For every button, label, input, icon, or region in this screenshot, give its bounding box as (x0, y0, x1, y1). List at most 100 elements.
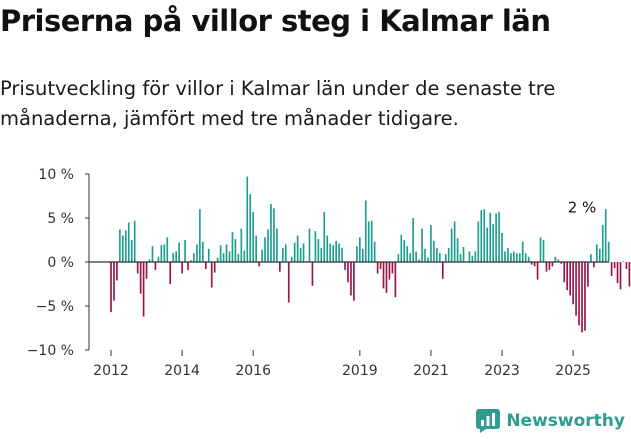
bar (133, 220, 136, 262)
bar-series (110, 176, 631, 333)
bar (412, 218, 414, 262)
bar (225, 244, 228, 262)
bar (477, 221, 480, 262)
bar (163, 244, 166, 262)
y-tick-label: 10 % (38, 167, 74, 183)
bar (264, 237, 266, 262)
bar (359, 237, 361, 262)
bar (151, 246, 154, 262)
bar (317, 239, 320, 262)
bar (403, 240, 406, 262)
bar (527, 256, 530, 262)
bar (625, 262, 628, 270)
bar (222, 253, 225, 262)
bar (276, 228, 278, 262)
bar (190, 260, 192, 262)
bar (590, 254, 592, 262)
bar (296, 235, 299, 262)
bar (400, 234, 403, 262)
bar (124, 230, 127, 262)
bar (462, 247, 465, 262)
bar (216, 257, 219, 262)
bar (202, 241, 204, 262)
bar (542, 240, 545, 262)
bar (619, 262, 622, 290)
bar (504, 251, 506, 262)
bar (569, 262, 571, 296)
brand-logo[interactable]: Newsworthy (476, 409, 625, 433)
bar (187, 262, 189, 270)
bar (267, 229, 269, 262)
bar (551, 262, 554, 267)
bar (181, 262, 183, 274)
page-subtitle: Prisutveckling för villor i Kalmar län u… (0, 77, 556, 130)
bar (261, 249, 263, 262)
x-tick-label: 2016 (235, 363, 271, 379)
bar (335, 240, 337, 262)
bar (273, 208, 275, 262)
x-axis: 2012 2014 2016 2019 2021 2023 2025 (93, 350, 591, 379)
bar (604, 209, 607, 262)
bar (370, 220, 373, 262)
bar (563, 262, 566, 283)
bar (598, 248, 601, 262)
bar (516, 253, 518, 262)
bar (581, 262, 583, 333)
bar (566, 262, 569, 291)
bar (246, 176, 249, 262)
bar (557, 259, 560, 262)
bar (332, 245, 335, 262)
y-tick-label: −5 % (36, 299, 74, 315)
bar (329, 243, 332, 262)
bar (486, 227, 489, 262)
newsworthy-logo-icon (476, 409, 501, 433)
bar (376, 262, 379, 274)
bar (169, 262, 172, 284)
bar (243, 250, 246, 262)
bar (234, 239, 237, 262)
bar (127, 222, 130, 262)
bar (444, 254, 447, 262)
bar (308, 228, 311, 262)
y-tick-label: 0 % (47, 255, 74, 271)
bar (136, 262, 139, 274)
bar (483, 209, 486, 262)
page-title: Priserna på villor steg i Kalmar län (0, 4, 551, 38)
bar (240, 228, 243, 262)
bar (364, 200, 367, 262)
bar (518, 253, 521, 262)
bar (353, 262, 355, 301)
bar (453, 221, 456, 262)
bar (110, 262, 112, 313)
bar (122, 235, 124, 262)
bar (424, 248, 426, 262)
bar (595, 244, 598, 262)
bar (284, 244, 287, 262)
bar (601, 225, 604, 262)
bar (421, 228, 423, 262)
bar (510, 253, 512, 262)
bar (607, 241, 610, 262)
bar (293, 242, 296, 262)
bar (160, 245, 163, 262)
bar (394, 262, 397, 298)
bar (495, 213, 497, 262)
bar (379, 262, 382, 270)
bar (427, 257, 429, 262)
bar (430, 225, 432, 262)
bar (382, 262, 385, 289)
bar (480, 210, 483, 262)
bar (450, 228, 453, 262)
bar (119, 229, 121, 262)
bar (533, 262, 536, 267)
bar (281, 247, 284, 262)
bar (207, 248, 210, 262)
bar (290, 256, 293, 262)
bar (228, 251, 231, 262)
bar (397, 254, 400, 262)
x-tick-label: 2019 (342, 363, 378, 379)
bar (193, 253, 195, 262)
bar (388, 262, 391, 280)
bar (524, 253, 527, 262)
bar (572, 262, 574, 305)
